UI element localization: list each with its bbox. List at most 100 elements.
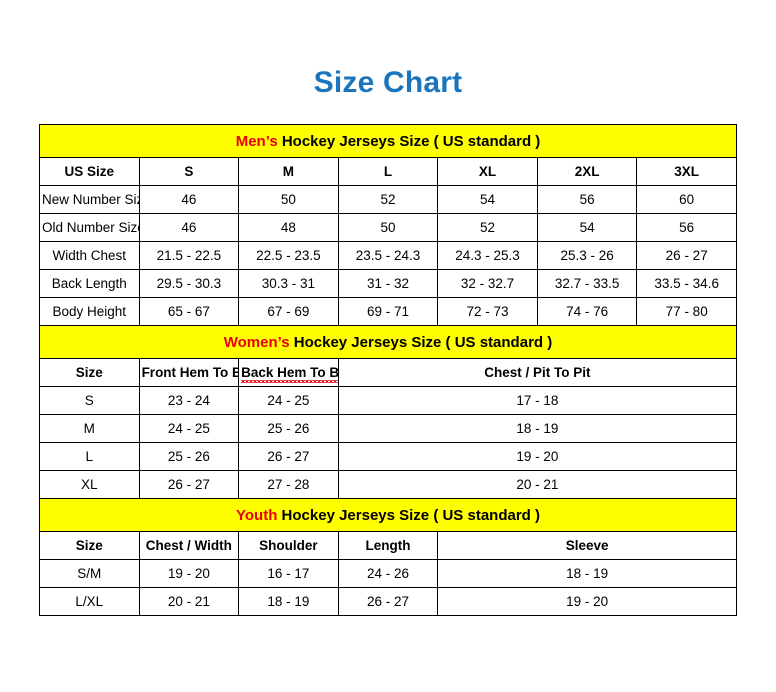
section-banner-cell: Youth Hockey Jerseys Size ( US standard … <box>39 498 737 532</box>
cell-value: 56 <box>536 185 638 214</box>
cell-value: 26 - 27 <box>337 587 439 616</box>
column-header-back-hem-to-boottom: Back Hem To Boottom <box>238 358 339 387</box>
table-row: Width Chest 21.5 - 22.5 22.5 - 23.5 23.5 - … <box>39 241 737 270</box>
cell-value: 24 - 25 <box>138 414 240 443</box>
table-row: XL 26 - 27 27 - 28 20 - 21 <box>39 470 738 499</box>
cell-value: 19 - 20 <box>437 587 737 616</box>
column-header-row-men-s: US Size S M L XL 2XL 3XL <box>39 157 737 186</box>
cell-value: 23 - 24 <box>138 386 240 415</box>
table-row: Back Length 29.5 - 30.3 30.3 - 31 31 - 32 32… <box>39 269 737 298</box>
column-header-shoulder: Shoulder <box>238 531 339 560</box>
cell-value: 24.3 - 25.3 <box>437 241 538 270</box>
column-header-3xl: 3XL <box>636 157 737 186</box>
cell-value: 21.5 - 22.5 <box>138 241 240 270</box>
cell-value: 31 - 32 <box>337 269 439 298</box>
section-banner-youth: Youth Hockey Jerseys Size ( US standard … <box>39 498 737 532</box>
section-banner-text: Hockey Jerseys Size ( US standard ) <box>289 333 553 351</box>
size-chart-table: Men’s Hockey Jerseys Size ( US standard … <box>39 124 738 616</box>
row-label-l: L <box>39 442 140 471</box>
section-banner-accent: Youth <box>236 506 278 524</box>
cell-value: 52 <box>337 185 439 214</box>
row-label-l-xl: L/XL <box>39 587 140 616</box>
column-header-front-hem-to-bottom: Front Hem To Bottom <box>138 358 240 387</box>
column-header-sleeve: Sleeve <box>437 531 737 560</box>
cell-value: 65 - 67 <box>138 297 240 326</box>
cell-value: 24 - 26 <box>337 559 439 588</box>
cell-value: 25.3 - 26 <box>536 241 638 270</box>
column-header-size: Size <box>39 531 140 560</box>
column-header-2xl: 2XL <box>536 157 638 186</box>
cell-value: 19 - 20 <box>138 559 240 588</box>
column-header-size: Size <box>39 358 140 387</box>
size-chart-container: Men’s Hockey Jerseys Size ( US standard … <box>39 124 738 616</box>
cell-value: 74 - 76 <box>536 297 638 326</box>
cell-value: 19 - 20 <box>337 442 738 471</box>
cell-value: 18 - 19 <box>437 559 737 588</box>
column-header-row-youth: Size Chest / Width Shoulder Length Sleeve <box>39 531 737 560</box>
section-banner-cell: Men’s Hockey Jerseys Size ( US standard … <box>39 124 737 158</box>
cell-value: 54 <box>437 185 538 214</box>
section-banner-text: Hockey Jerseys Size ( US standard ) <box>277 132 541 150</box>
cell-value: 56 <box>636 213 737 242</box>
column-header-chest-width: Chest / Width <box>138 531 240 560</box>
cell-value: 50 <box>238 185 339 214</box>
cell-value: 46 <box>138 185 240 214</box>
cell-value: 50 <box>337 213 439 242</box>
section-banner-women-s: Women’s Hockey Jerseys Size ( US standar… <box>39 325 737 359</box>
cell-value: 26 - 27 <box>636 241 737 270</box>
cell-value: 16 - 17 <box>238 559 339 588</box>
table-row: L 25 - 26 26 - 27 19 - 20 <box>39 442 738 471</box>
table-row: L/XL 20 - 21 18 - 19 26 - 27 19 - 20 <box>39 587 737 616</box>
cell-value: 67 - 69 <box>238 297 339 326</box>
cell-value: 20 - 21 <box>138 587 240 616</box>
table-row: Body Height 65 - 67 67 - 69 69 - 71 72 - 73 7… <box>39 297 737 326</box>
cell-value: 29.5 - 30.3 <box>138 269 240 298</box>
cell-value: 32.7 - 33.5 <box>536 269 638 298</box>
cell-value: 23.5 - 24.3 <box>337 241 439 270</box>
cell-value: 32 - 32.7 <box>437 269 538 298</box>
row-label-s: S <box>39 386 140 415</box>
row-label-body-height: Body Height <box>39 297 140 326</box>
table-row: Old Number Size 46 48 50 52 54 56 <box>39 213 737 242</box>
column-header-us-size: US Size <box>39 157 140 186</box>
column-header-length: Length <box>337 531 439 560</box>
cell-value: 54 <box>536 213 638 242</box>
cell-value: 72 - 73 <box>437 297 538 326</box>
column-header-chest-pit-to-pit: Chest / Pit To Pit <box>337 358 738 387</box>
row-label-width-chest: Width Chest <box>39 241 140 270</box>
column-header-xl: XL <box>437 157 538 186</box>
cell-value: 17 - 18 <box>337 386 738 415</box>
row-label-m: M <box>39 414 140 443</box>
column-header-m: M <box>238 157 339 186</box>
page-title: Size Chart <box>313 66 463 99</box>
cell-value: 26 - 27 <box>238 442 339 471</box>
misspelled-header-text: Back Hem To Boottom <box>241 365 338 383</box>
table-row: M 24 - 25 25 - 26 18 - 19 <box>39 414 738 443</box>
cell-value: 25 - 26 <box>138 442 240 471</box>
table-row: New Number Size465052545660 <box>39 185 737 214</box>
section-banner-accent: Men’s <box>235 132 278 150</box>
cell-value: 30.3 - 31 <box>238 269 339 298</box>
row-label-back-length: Back Length <box>39 269 140 298</box>
cell-value: 52 <box>437 213 538 242</box>
cell-value: 24 - 25 <box>238 386 339 415</box>
table-row: S 23 - 24 24 - 25 17 - 18 <box>39 386 738 415</box>
cell-value: 46 <box>138 213 240 242</box>
cell-value: 48 <box>238 213 339 242</box>
table-row: S/M 19 - 20 16 - 17 24 - 26 18 - 19 <box>39 559 737 588</box>
cell-value: 60 <box>636 185 737 214</box>
section-banner-accent: Women’s <box>223 333 290 351</box>
row-label-new-number-size: New Number Size <box>39 185 140 214</box>
cell-value: 26 - 27 <box>138 470 240 499</box>
column-header-s: S <box>138 157 240 186</box>
row-label-xl: XL <box>39 470 140 499</box>
cell-value: 22.5 - 23.5 <box>238 241 339 270</box>
cell-value: 27 - 28 <box>238 470 339 499</box>
section-banner-cell: Women’s Hockey Jerseys Size ( US standar… <box>39 325 737 359</box>
section-banner-text: Hockey Jerseys Size ( US standard ) <box>277 506 540 524</box>
cell-value: 20 - 21 <box>337 470 738 499</box>
row-label-s-m: S/M <box>39 559 140 588</box>
cell-value: 77 - 80 <box>636 297 737 326</box>
cell-value: 18 - 19 <box>238 587 339 616</box>
